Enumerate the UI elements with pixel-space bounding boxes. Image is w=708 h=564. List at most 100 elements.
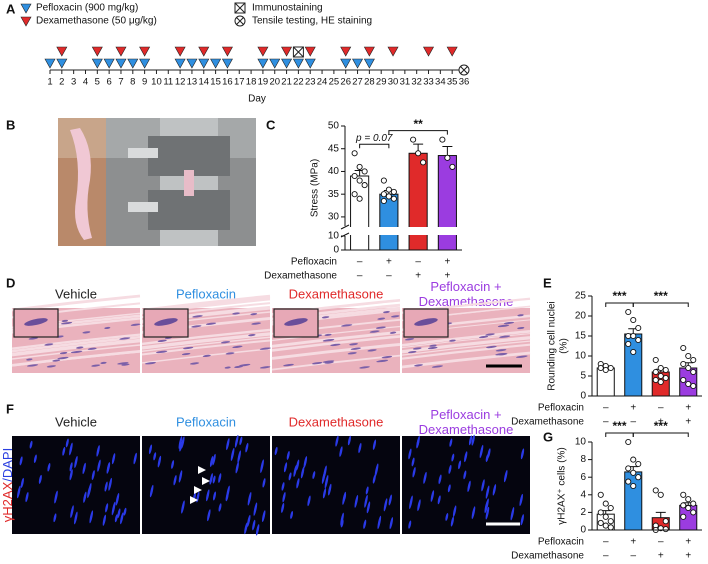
day-label: 13 (187, 77, 198, 88)
nucleus (38, 474, 42, 484)
nucleus (24, 318, 48, 326)
nucleus (20, 477, 24, 488)
nucleus (295, 459, 300, 471)
day-label: 3 (71, 77, 76, 88)
nucleus (499, 335, 511, 338)
factor-level: – (630, 551, 636, 562)
day-label: 17 (234, 77, 245, 88)
significance-label: ** (413, 117, 423, 131)
day-label: 23 (305, 77, 316, 88)
nucleus (213, 491, 217, 501)
dose-marker (103, 58, 115, 69)
y-axis-label: Stress (MPa) (310, 159, 321, 217)
nucleus (202, 354, 211, 358)
y-tick-label: 10 (328, 231, 340, 242)
nucleus (296, 478, 300, 489)
he-image (401, 297, 531, 373)
nucleus (463, 470, 467, 480)
nucleus (111, 453, 116, 465)
nucleus (61, 319, 69, 322)
nucleus (156, 350, 168, 354)
nucleus (517, 326, 525, 330)
data-point (652, 487, 659, 494)
dose-marker (340, 58, 352, 69)
day-label: 7 (118, 77, 123, 88)
nucleus (321, 471, 326, 484)
data-point (630, 456, 637, 463)
nucleus (133, 452, 137, 465)
fiber (401, 336, 531, 354)
factor-label: Pefloxacin (538, 403, 584, 414)
data-point (597, 509, 604, 516)
data-point (657, 364, 664, 372)
nucleus (62, 446, 66, 456)
icon (234, 2, 246, 14)
nucleus (47, 463, 51, 472)
group-title: Pefloxacin (176, 414, 236, 429)
legend-label: Dexamethasone (50 μg/kg) (36, 16, 157, 27)
nucleus (430, 490, 435, 502)
day-label: 28 (364, 77, 375, 88)
nucleus (451, 453, 455, 462)
nucleus (417, 499, 421, 512)
data-point (690, 382, 697, 390)
nucleus (107, 462, 111, 472)
nucleus (114, 514, 118, 523)
data-point (685, 380, 692, 388)
factor-level: + (386, 257, 392, 268)
dose-marker (352, 58, 364, 69)
dose-marker (91, 58, 103, 69)
nucleus (226, 438, 230, 451)
factor-level: + (630, 403, 636, 414)
dose-marker (174, 46, 186, 57)
nucleus (372, 474, 376, 484)
nucleus (383, 498, 388, 512)
day-label: 11 (163, 77, 173, 88)
data-point (380, 197, 387, 205)
nucleus (192, 315, 203, 318)
nucleus (408, 350, 417, 354)
arrowhead (202, 477, 210, 485)
nucleus (458, 460, 462, 470)
legend-label: Pefloxacin (900 mg/kg) (36, 3, 138, 14)
fiber (401, 340, 531, 356)
data-point (351, 191, 358, 198)
nucleus (412, 347, 422, 350)
nucleus (212, 453, 216, 466)
nucleus (205, 322, 217, 325)
data-point (662, 374, 669, 382)
nucleus (144, 362, 156, 365)
nucleus (17, 485, 21, 499)
nucleus (253, 502, 258, 516)
nucleus (383, 311, 390, 314)
data-point (630, 482, 637, 490)
he-image (141, 294, 271, 373)
nucleus (283, 363, 294, 367)
significance-label: *** (654, 289, 668, 303)
data-point (356, 163, 363, 170)
dose-marker (340, 46, 352, 57)
nucleus (261, 510, 266, 523)
nucleus (307, 495, 311, 507)
arrowhead (194, 486, 202, 494)
nucleus (245, 442, 249, 453)
nucleus (347, 352, 357, 355)
day-label: 9 (142, 77, 147, 88)
nucleus (26, 364, 39, 367)
nucleus (178, 436, 183, 449)
nucleus (218, 473, 222, 483)
data-point (444, 154, 451, 161)
factor-level: + (630, 537, 636, 548)
data-point (390, 188, 397, 195)
day-label: 33 (423, 77, 434, 88)
nucleus (388, 494, 392, 506)
nucleus (179, 441, 183, 452)
significance-bracket (632, 432, 689, 437)
nucleus (408, 520, 412, 529)
factor-level: – (603, 417, 609, 428)
nucleus (347, 435, 351, 446)
nucleus (467, 480, 471, 492)
nucleus (423, 471, 427, 484)
dose-marker (446, 46, 458, 57)
day-label: 14 (198, 77, 209, 88)
